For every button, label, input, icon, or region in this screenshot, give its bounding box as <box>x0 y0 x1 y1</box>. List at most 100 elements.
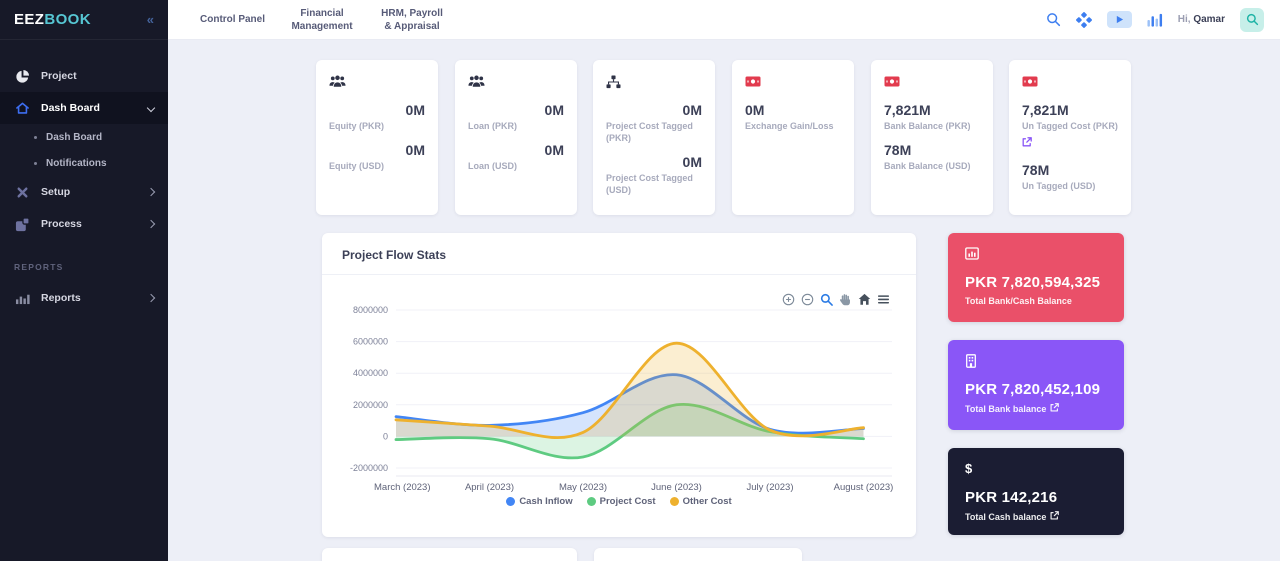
sidebar-item-project[interactable]: Project <box>0 60 168 92</box>
tab-hrm-payroll-appraisal[interactable]: HRM, Payroll & Appraisal <box>379 7 445 33</box>
stat-entry: 7,821M Un Tagged Cost (PKR) <box>1022 101 1118 152</box>
bottom-card <box>594 548 802 561</box>
legend-item-other-cost[interactable]: Other Cost <box>670 496 732 507</box>
stat-label: Project Cost Tagged (USD) <box>606 172 702 196</box>
sidebar-subitem-label: Dash Board <box>46 132 102 143</box>
summary-value: PKR 7,820,594,325 <box>965 274 1107 291</box>
stat-entry: 7,821M Bank Balance (PKR) <box>884 101 980 132</box>
x-axis-tick-label: March (2023) <box>374 482 431 493</box>
legend-label: Project Cost <box>600 496 656 507</box>
reset-home-icon[interactable] <box>858 293 871 306</box>
project-flow-chart: 80000006000000400000020000000-2000000Mar… <box>322 290 916 502</box>
x-axis-tick-label: July (2023) <box>747 482 794 493</box>
sidebar-header: EEZBOOK « <box>0 0 168 40</box>
stat-entry: 78M Un Tagged (USD) <box>1022 161 1118 192</box>
stat-entry: 0M Project Cost Tagged (USD) <box>606 153 702 196</box>
selection-zoom-icon[interactable] <box>820 293 833 306</box>
legend-item-cash-inflow[interactable]: Cash Inflow <box>506 496 572 507</box>
sidebar-item-process[interactable]: Process <box>0 208 168 240</box>
tab-financial-management[interactable]: Financial Management <box>289 7 355 33</box>
x-axis-tick-label: May (2023) <box>559 482 607 493</box>
summary-value: PKR 7,820,452,109 <box>965 381 1107 398</box>
legend-dot-icon <box>670 497 679 506</box>
stat-label: Equity (USD) <box>329 160 425 172</box>
money-icon <box>884 73 980 90</box>
sidebar-item-reports[interactable]: Reports <box>0 282 168 314</box>
stat-card-bank-balance: 7,821M Bank Balance (PKR) 78M Bank Balan… <box>871 60 993 215</box>
user-greeting: Hi, Qamar <box>1178 14 1225 25</box>
zoom-out-icon[interactable] <box>801 293 814 306</box>
search-icon[interactable] <box>1046 12 1061 27</box>
search-button[interactable] <box>1240 8 1264 32</box>
stat-entry: 0M Equity (PKR) <box>329 101 425 132</box>
apps-grid-icon[interactable] <box>1076 12 1092 28</box>
stat-entry: 0M Exchange Gain/Loss <box>745 101 841 132</box>
sidebar-subitem-dashboard[interactable]: Dash Board <box>0 124 168 150</box>
bullet-dot-icon <box>34 136 37 139</box>
stat-entry: 0M Loan (USD) <box>468 141 564 172</box>
stat-card-untagged-cost: 7,821M Un Tagged Cost (PKR) 78M Un Tagge… <box>1009 60 1131 215</box>
stat-label: Un Tagged Cost (PKR) <box>1022 120 1118 132</box>
external-link-icon[interactable] <box>1050 403 1059 414</box>
stat-label: Equity (PKR) <box>329 120 425 132</box>
tab-control-panel[interactable]: Control Panel <box>200 13 265 26</box>
stats-bars-icon[interactable] <box>1147 13 1163 27</box>
legend-item-project-cost[interactable]: Project Cost <box>587 496 656 507</box>
money-icon <box>745 73 841 90</box>
stat-value: 0M <box>468 141 564 159</box>
legend-dot-icon <box>506 497 515 506</box>
x-axis-tick-label: April (2023) <box>465 482 514 493</box>
external-link-icon[interactable] <box>1022 134 1032 152</box>
stat-label: Bank Balance (USD) <box>884 160 980 172</box>
stat-card-equity: 0M Equity (PKR) 0M Equity (USD) <box>316 60 438 215</box>
pan-hand-icon[interactable] <box>839 293 852 306</box>
y-axis-tick-label: 0 <box>383 431 388 441</box>
y-axis-tick-label: -2000000 <box>350 463 388 473</box>
tools-icon <box>14 184 31 200</box>
zoom-in-icon[interactable] <box>782 293 795 306</box>
menu-icon[interactable] <box>877 293 890 306</box>
users-icon <box>468 73 564 90</box>
total-bank-cash-balance-card: PKR 7,820,594,325 Total Bank/Cash Balanc… <box>948 233 1124 322</box>
sidebar-subitem-notifications[interactable]: Notifications <box>0 150 168 176</box>
sidebar-section-reports: REPORTS <box>0 240 168 282</box>
stat-value: 78M <box>1022 161 1118 179</box>
sidebar-item-dashboard[interactable]: Dash Board <box>0 92 168 124</box>
sidebar-subitem-label: Notifications <box>46 158 107 169</box>
home-icon <box>14 100 31 116</box>
legend-label: Other Cost <box>683 496 732 507</box>
sidebar-item-label: Dash Board <box>41 102 100 114</box>
chevron-right-icon <box>147 188 155 196</box>
sidebar-collapse-icon[interactable]: « <box>147 12 154 27</box>
play-button[interactable] <box>1107 11 1132 28</box>
dollar-icon: $ <box>965 461 1107 476</box>
app-logo: EEZBOOK <box>14 11 91 28</box>
stat-value: 0M <box>606 101 702 119</box>
stat-value: 0M <box>606 153 702 171</box>
chart-toolbar <box>782 293 890 306</box>
chart-legend: Cash Inflow Project Cost Other Cost <box>322 496 916 507</box>
sidebar: EEZBOOK « Project Dash Board Dash Board … <box>0 0 168 561</box>
external-link-icon[interactable] <box>1050 511 1059 522</box>
sidebar-item-setup[interactable]: Setup <box>0 176 168 208</box>
sitemap-icon <box>606 73 702 90</box>
y-axis-tick-label: 4000000 <box>353 368 388 378</box>
stat-label: Bank Balance (PKR) <box>884 120 980 132</box>
money-icon <box>1022 73 1118 90</box>
stat-entry: 0M Project Cost Tagged (PKR) <box>606 101 702 144</box>
summary-label: Total Cash balance <box>965 511 1107 522</box>
stat-label: Un Tagged (USD) <box>1022 180 1118 192</box>
project-flow-stats-card: Project Flow Stats 800000060000004000000… <box>322 233 916 537</box>
stat-value: 0M <box>745 101 841 119</box>
stat-value: 7,821M <box>1022 101 1118 119</box>
stat-entry: 78M Bank Balance (USD) <box>884 141 980 172</box>
summary-value: PKR 142,216 <box>965 489 1107 506</box>
total-cash-balance-card: $ PKR 142,216 Total Cash balance <box>948 448 1124 535</box>
stat-value: 0M <box>329 141 425 159</box>
stat-entry: 0M Equity (USD) <box>329 141 425 172</box>
bank-icon <box>965 353 1107 368</box>
sidebar-item-label: Setup <box>41 186 70 198</box>
total-bank-balance-card: PKR 7,820,452,109 Total Bank balance <box>948 340 1124 430</box>
sidebar-item-label: Project <box>41 70 77 82</box>
bullet-dot-icon <box>34 162 37 165</box>
